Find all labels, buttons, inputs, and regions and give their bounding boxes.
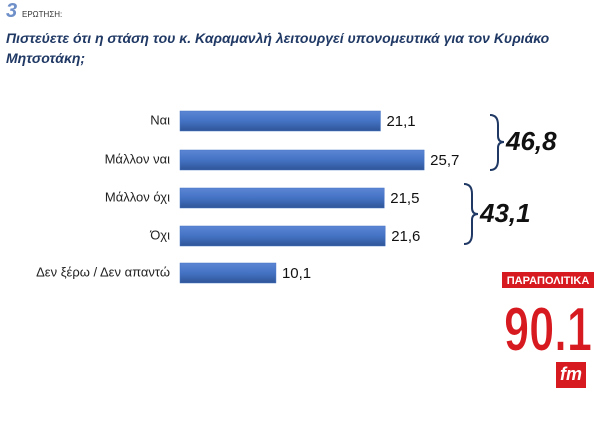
value-label: 21,6: [391, 228, 420, 245]
logo-top: ΠΑΡΑΠΟΛΙΤΙΚΑ: [507, 275, 590, 287]
logo-sub: fm: [560, 364, 582, 384]
category-label: Όχι: [149, 227, 170, 242]
value-label: 21,1: [386, 113, 415, 130]
value-label: 25,7: [430, 152, 459, 169]
value-label: 21,5: [390, 190, 419, 207]
bar: [179, 110, 381, 132]
category-label: Ναι: [150, 112, 170, 127]
logo-band: [502, 272, 594, 288]
bar: [179, 262, 277, 284]
category-label: Μάλλον ναι: [105, 151, 171, 166]
bar: [179, 149, 425, 171]
bar: [179, 225, 386, 247]
group-total: 46,8: [505, 126, 557, 156]
group-total: 43,1: [479, 198, 531, 228]
brace: [463, 183, 479, 245]
category-label: Μάλλον όχι: [105, 189, 170, 204]
value-label: 10,1: [282, 265, 311, 282]
bar: [179, 187, 385, 209]
question-number: 3: [6, 0, 18, 22]
question-label: ΕΡΩΤΗΣΗ:: [22, 10, 63, 19]
logo-fm-bg: [556, 362, 586, 388]
brace: [489, 114, 505, 171]
category-label: Δεν ξέρω / Δεν απαντώ: [36, 264, 170, 279]
chart-title: Πιστεύετε ότι η στάση του κ. Καραμανλή λ…: [6, 30, 550, 66]
logo-main: 90.1: [504, 295, 592, 364]
